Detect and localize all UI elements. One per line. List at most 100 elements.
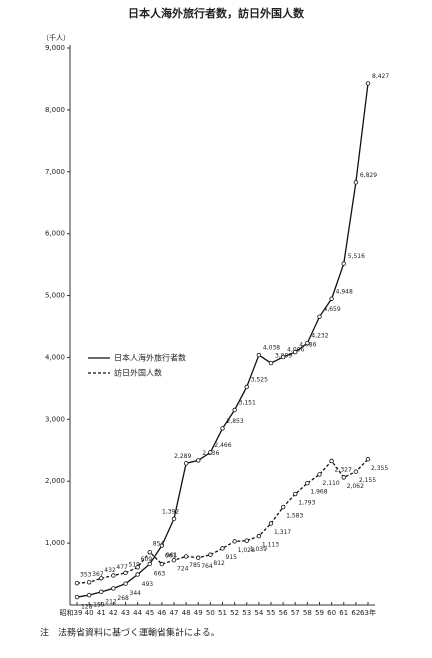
y-tick-label: 6,000: [45, 230, 65, 238]
point: [244, 538, 249, 543]
point: [280, 504, 286, 510]
x-tick-label: 昭和39: [60, 608, 83, 617]
point: [305, 340, 310, 346]
point: [293, 349, 298, 355]
point: [99, 589, 104, 595]
point: [353, 469, 359, 474]
data-label: 812: [213, 560, 225, 567]
x-tick-label: 48: [182, 609, 191, 617]
point: [111, 573, 116, 578]
data-label: 344: [130, 590, 142, 597]
point: [317, 472, 322, 477]
point: [196, 458, 201, 463]
data-label: 4,038: [263, 345, 280, 352]
point: [268, 360, 274, 366]
x-tick-label: 52: [230, 609, 239, 617]
data-label: 6,829: [360, 172, 377, 179]
data-label: 961: [166, 552, 178, 559]
x-tick-label: 42: [109, 609, 118, 617]
point: [171, 516, 177, 522]
y-tick-label: 4,000: [45, 353, 65, 361]
data-label: 367: [92, 571, 104, 578]
point: [232, 539, 237, 544]
chart-title: 日本人海外旅行者数，訪日外国人数: [128, 6, 305, 20]
point: [365, 457, 371, 462]
y-tick-label: 1,000: [45, 539, 65, 547]
point: [353, 180, 359, 185]
data-label: 2,355: [371, 465, 388, 472]
x-tick-label: 45: [145, 609, 154, 617]
x-tick-label: 53: [242, 609, 251, 617]
y-tick-label: 2,000: [45, 477, 65, 485]
point: [256, 352, 262, 358]
point: [329, 458, 334, 464]
data-label: 4,948: [336, 288, 353, 295]
point: [111, 586, 116, 591]
x-tick-label: 44: [133, 609, 142, 617]
point: [329, 296, 334, 301]
point: [268, 521, 274, 526]
data-label: 1,583: [286, 513, 303, 520]
data-label: 8,427: [372, 73, 389, 80]
point: [147, 561, 152, 567]
x-tick-label: 58: [303, 609, 312, 617]
point: [220, 426, 225, 431]
data-label: 609: [141, 556, 153, 563]
data-label: 128: [81, 604, 93, 611]
x-tick-label: 63年: [360, 608, 376, 617]
data-label: 1,317: [274, 529, 291, 536]
data-label: 1,968: [310, 489, 327, 496]
x-tick-label: 40: [85, 609, 94, 617]
y-tick-label: 9,000: [45, 44, 65, 52]
x-tick-label: 46: [157, 609, 166, 617]
x-tick-label: 41: [97, 609, 106, 617]
data-label: 663: [154, 570, 166, 577]
x-tick-label: 43: [121, 609, 130, 617]
data-label: 268: [117, 595, 129, 602]
data-label: 1,028: [238, 547, 255, 554]
point: [293, 491, 298, 497]
data-label: 353: [80, 572, 92, 579]
x-tick-label: 57: [291, 609, 300, 617]
data-label: 785: [189, 562, 201, 569]
data-label: 477: [116, 564, 128, 571]
point: [341, 475, 346, 480]
point: [135, 572, 140, 577]
series-line: [76, 83, 369, 598]
x-tick-label: 54: [254, 609, 263, 617]
point: [208, 450, 213, 455]
point: [159, 561, 165, 567]
data-label: 493: [142, 581, 154, 588]
data-label: 2,466: [214, 442, 231, 449]
data-label: 2,853: [227, 418, 244, 425]
point: [256, 533, 262, 539]
point: [183, 554, 189, 559]
data-label: 915: [226, 554, 238, 561]
x-tick-label: 49: [194, 609, 203, 617]
data-label: 2,062: [347, 483, 364, 490]
legend-label: 訪日外国人数: [114, 368, 162, 378]
data-label: 212: [105, 598, 117, 605]
x-tick-label: 61: [339, 609, 348, 617]
x-tick-label: 55: [267, 609, 276, 617]
point: [86, 592, 92, 598]
note: 注 法務省資料に基づく運輸省集計による。: [40, 627, 220, 639]
point: [171, 557, 177, 563]
data-label: 4,232: [311, 333, 328, 340]
data-label: 1,793: [298, 500, 315, 507]
data-label: 1,113: [262, 542, 279, 549]
point: [208, 552, 213, 557]
data-label: 519: [129, 561, 141, 568]
point: [86, 580, 92, 585]
x-tick-label: 51: [218, 609, 227, 617]
data-label: 5,516: [348, 253, 365, 260]
point: [183, 461, 189, 466]
x-tick-label: 50: [206, 609, 215, 617]
point: [280, 354, 286, 360]
y-tick-label: 5,000: [45, 292, 65, 300]
data-label: 1,392: [162, 508, 179, 515]
y-tick-label: 3,000: [45, 415, 65, 423]
data-label: 724: [177, 566, 189, 573]
x-tick-label: 59: [315, 609, 324, 617]
